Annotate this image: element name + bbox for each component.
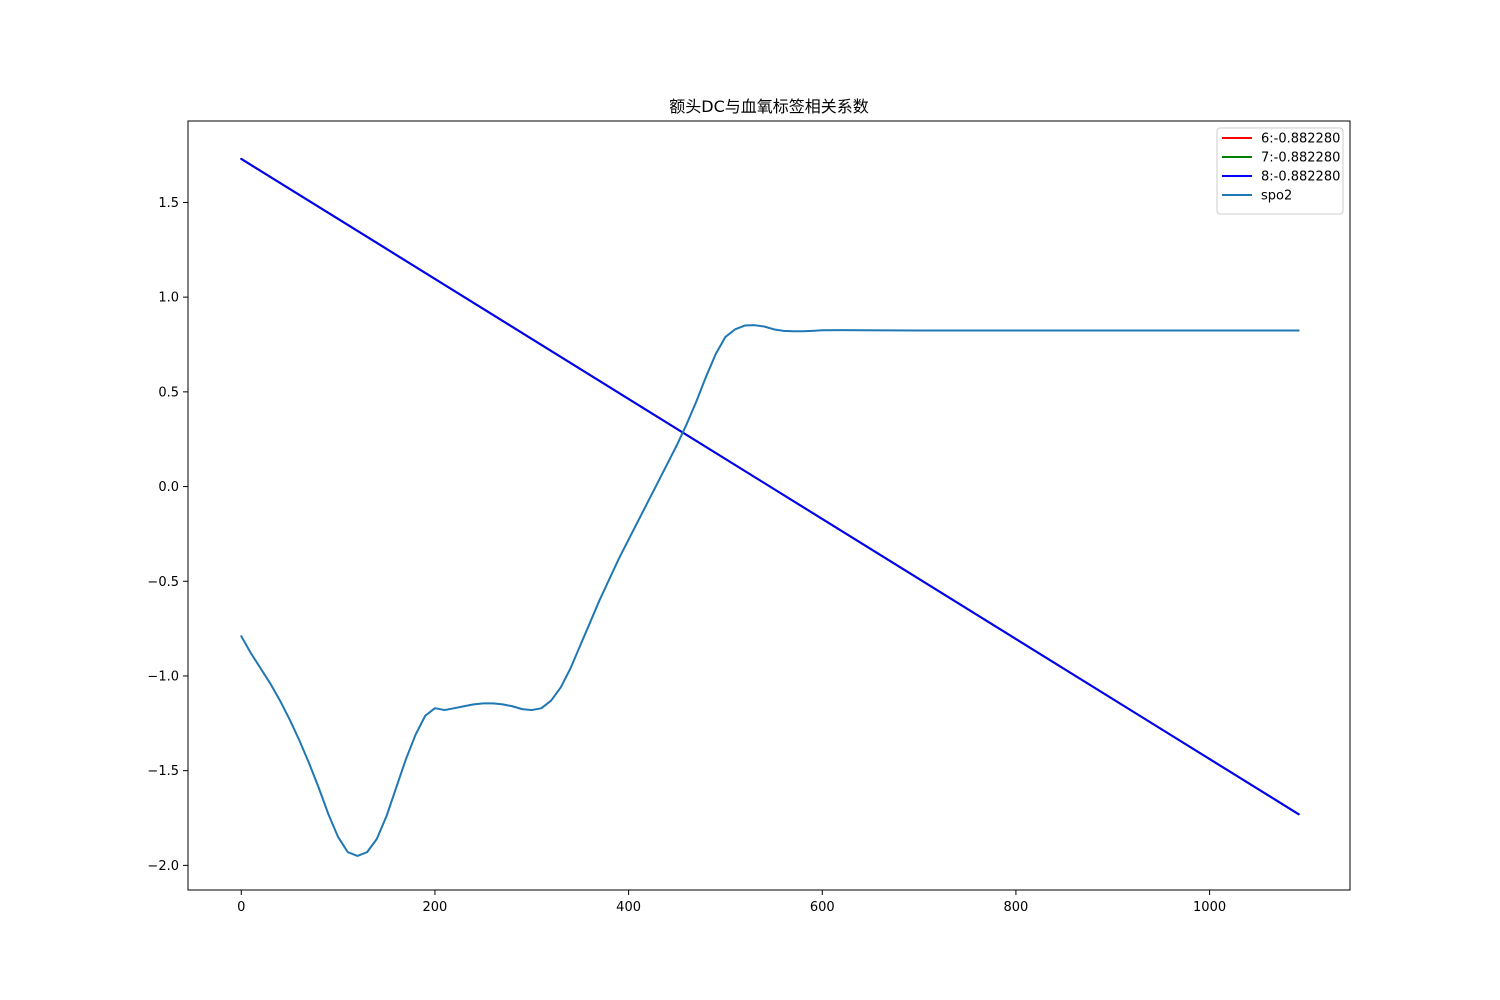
legend-box [1216,127,1344,215]
x-tick-label: 0 [237,900,245,915]
y-tick-label: 1.0 [158,291,179,306]
x-tick-label: 1000 [1193,900,1226,915]
chart-title: 额头DC与血氧标签相关系数 [669,97,869,116]
y-tick-label: 0.5 [158,385,179,400]
x-tick-label: 200 [423,900,448,915]
legend-label-1: 7:-0.882280 [1261,151,1340,166]
y-axis: −2.0 −1.5 −1.0 −0.5 0.0 0.5 1.0 1.5 [147,196,188,874]
x-tick-label: 400 [616,900,641,915]
legend: 6:-0.882280 7:-0.882280 8:-0.882280 spo2 [1216,127,1344,215]
x-axis: 0 200 400 600 800 1000 [237,890,1226,915]
y-tick-label: −1.5 [147,764,179,779]
axes-frame [187,120,1351,891]
plot-area [240,157,1300,857]
y-tick-label: 1.5 [158,196,179,211]
series-line-2 [240,157,1300,816]
y-tick-label: 0.0 [158,480,179,495]
y-tick-label: −2.0 [147,859,179,874]
y-tick-label: −1.0 [147,669,179,684]
y-tick-label: −0.5 [147,575,179,590]
legend-label-2: 8:-0.882280 [1261,170,1340,185]
series-line-3 [240,324,1300,857]
x-tick-label: 800 [1004,900,1029,915]
legend-label-0: 6:-0.882280 [1261,132,1340,147]
legend-label-3: spo2 [1261,189,1292,204]
x-tick-label: 600 [810,900,835,915]
